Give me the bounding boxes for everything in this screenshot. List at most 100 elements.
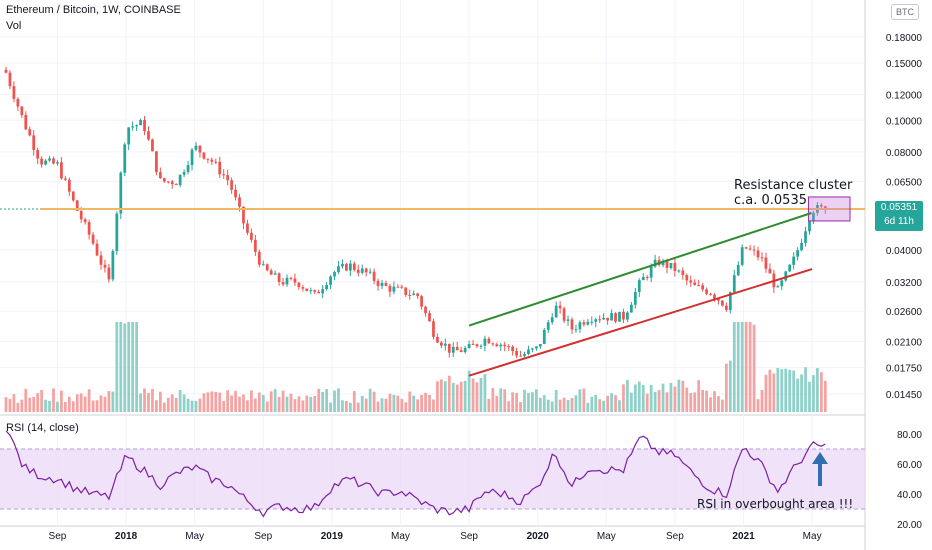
volume-bar [147, 392, 150, 412]
price-tick-label: 0.01750 [886, 363, 923, 374]
volume-bar [174, 397, 178, 412]
candle-body [325, 284, 328, 290]
volume-bar [352, 391, 356, 412]
candle-body [447, 343, 451, 353]
volume-bar [693, 392, 697, 412]
candle-body [8, 72, 12, 87]
volume-bar [28, 397, 32, 412]
volume-histogram [4, 322, 827, 412]
candle-body [75, 200, 79, 211]
drawing-overlays [0, 196, 865, 377]
candle-body [24, 115, 28, 130]
candle-body [107, 267, 111, 280]
volume-bar [99, 395, 103, 412]
volume-bar [155, 400, 158, 412]
volume-bar [111, 391, 115, 412]
candle-body [297, 282, 301, 288]
candle-body [590, 321, 594, 323]
candle-body [491, 343, 495, 345]
candle-body [44, 160, 47, 165]
volume-bar [261, 394, 265, 412]
currency-badge[interactable]: BTC [891, 4, 919, 20]
candle-body [337, 266, 340, 273]
volume-bar [633, 384, 637, 412]
candle-body [20, 106, 24, 116]
candle-body [261, 264, 265, 266]
volume-bar [285, 396, 289, 412]
volume-bar [293, 399, 297, 412]
candle-body [681, 270, 685, 276]
volume-bar [808, 381, 811, 412]
volume-bar [566, 400, 570, 412]
candle-body [776, 286, 780, 288]
candle-body [744, 247, 748, 249]
time-tick-label: 2018 [115, 531, 138, 542]
candle-body [760, 257, 764, 259]
volume-bar [819, 372, 823, 412]
candle-body [139, 119, 142, 126]
candle-body [67, 179, 71, 192]
volume-bar [760, 390, 764, 412]
volume-bar [166, 397, 170, 412]
volume-bar [242, 394, 245, 412]
volume-bar [645, 393, 649, 412]
time-tick-label: 2020 [527, 531, 550, 542]
candle-body [523, 354, 526, 357]
volume-bar [772, 373, 776, 412]
volume-bar [218, 392, 222, 412]
candle-body [709, 293, 712, 295]
time-tick-label: 2019 [321, 531, 344, 542]
volume-bar [582, 388, 586, 412]
candle-body [519, 355, 522, 357]
candle-body [4, 69, 8, 73]
candle-body [198, 145, 202, 153]
volume-bar [4, 397, 8, 412]
volume-bar [424, 392, 427, 412]
volume-bar [649, 384, 653, 412]
volume-bar [400, 398, 404, 412]
volume-bar [317, 388, 321, 412]
candle-body [673, 262, 677, 271]
candle-body [748, 248, 752, 250]
volume-bar [812, 375, 815, 412]
price-tick-label: 0.04000 [886, 246, 923, 257]
volume-bar [348, 402, 352, 412]
volume-bar [507, 401, 511, 412]
volume-bar [483, 374, 487, 412]
volume-bar [776, 367, 780, 412]
candle-body [724, 305, 728, 310]
candle-body [542, 329, 546, 345]
volume-bar [495, 395, 499, 412]
candle-body [736, 264, 740, 276]
candle-body [95, 243, 99, 256]
candle-body [230, 180, 233, 190]
candle-body [586, 321, 590, 325]
axes: 0.18000 0.15000 0.12000 0.10000 0.08000 0.065… [49, 33, 923, 542]
volume-bar [253, 398, 257, 412]
candle-body [649, 266, 653, 278]
volume-bar [384, 398, 388, 412]
candle-body [12, 86, 16, 99]
volume-bar [44, 399, 47, 412]
candle-body [333, 272, 336, 277]
candle-body [629, 304, 633, 313]
volume-bar [170, 394, 174, 412]
candle-body [685, 275, 689, 281]
candle-body [804, 231, 807, 243]
candle-body [392, 286, 396, 292]
volume-bar [491, 388, 495, 412]
upper-channel-line [468, 212, 812, 327]
volume-bar [570, 398, 574, 412]
candle-body [186, 165, 190, 172]
rsi-band [0, 449, 865, 509]
rsi-arrow-head [812, 452, 828, 464]
candle-body [174, 184, 178, 186]
volume-bar [736, 322, 740, 412]
candle-body [321, 289, 325, 294]
resistance-annotation-line2: c.a. 0.0535 [734, 193, 807, 208]
volume-bar [190, 400, 194, 412]
volume-bar [143, 388, 146, 412]
volume-bar [91, 400, 95, 412]
candle-body [614, 313, 617, 322]
